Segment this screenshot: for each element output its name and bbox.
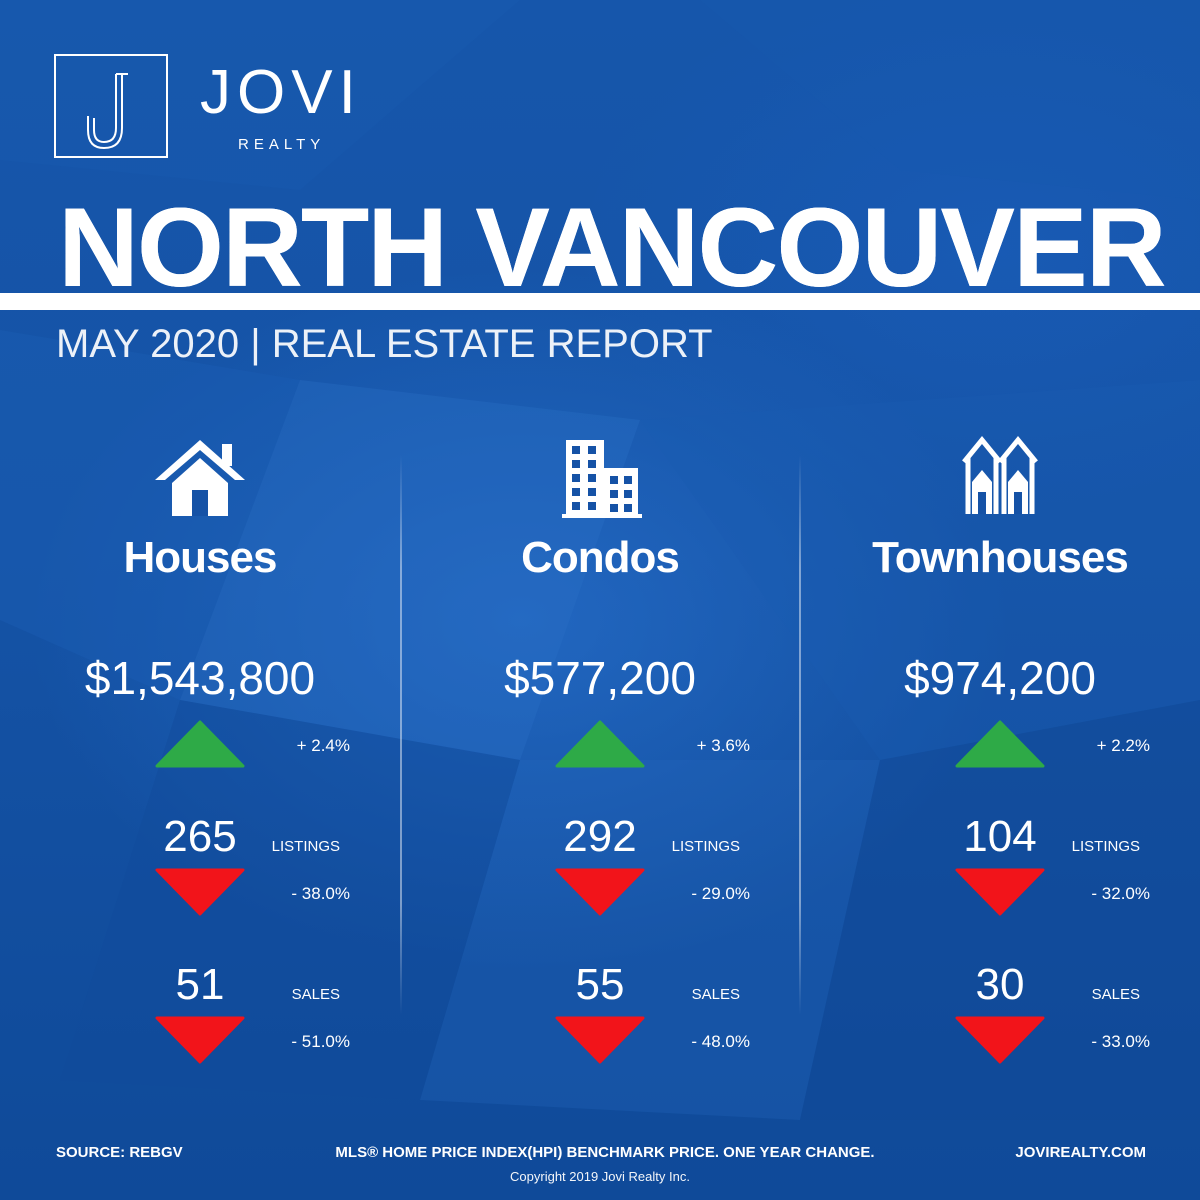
townhouses-column: Townhouses $974,200 + 2.2% 104 LISTINGS …: [800, 430, 1200, 1080]
footer-source: SOURCE: REBGV: [56, 1144, 183, 1161]
condos-price-change: + 3.6%: [696, 736, 750, 755]
condos-sales: 55: [575, 960, 625, 1009]
condos-price: $577,200: [504, 652, 696, 704]
condo-building-icon: [562, 440, 642, 518]
townhouses-listings-change: - 32.0%: [1091, 884, 1150, 903]
sales-down-arrow-icon: [155, 1016, 245, 1064]
condos-sales-label: SALES: [691, 986, 740, 1003]
price-up-arrow-icon: [155, 720, 245, 768]
houses-price: $1,543,800: [84, 652, 316, 704]
listings-down-arrow-icon: [555, 868, 645, 916]
houses-sales-change: - 51.0%: [291, 1032, 350, 1051]
townhouses-listings: 104: [963, 812, 1037, 861]
footer-copyright: Copyright 2019 Jovi Realty Inc.: [510, 1169, 690, 1184]
logo-mark: [54, 54, 168, 158]
houses-sales-label: SALES: [291, 986, 340, 1003]
townhouses-price: $974,200: [904, 652, 1096, 704]
condos-column: Condos $577,200 + 3.6% 292 LISTINGS - 29…: [400, 430, 800, 1080]
page-title: NORTH VANCOUVER: [58, 185, 1167, 310]
sales-down-arrow-icon: [555, 1016, 645, 1064]
houses-listings-change: - 38.0%: [291, 884, 350, 903]
condos-listings-label: LISTINGS: [671, 838, 740, 855]
footer-note: MLS® HOME PRICE INDEX(HPI) BENCHMARK PRI…: [335, 1144, 875, 1161]
brand-sub: REALTY: [238, 136, 326, 153]
house-icon: [155, 440, 245, 516]
houses-price-change: + 2.4%: [296, 736, 350, 755]
monogram-j-icon: [87, 73, 128, 150]
condos-listings: 292: [563, 812, 637, 861]
townhouses-price-change: + 2.2%: [1096, 736, 1150, 755]
column-divider: [400, 455, 402, 1015]
column-divider: [799, 455, 801, 1015]
sales-down-arrow-icon: [955, 1016, 1045, 1064]
condos-sales-change: - 48.0%: [691, 1032, 750, 1051]
houses-listings: 265: [163, 812, 237, 861]
condos-title: Condos: [521, 533, 680, 582]
houses-title: Houses: [123, 533, 278, 582]
footer-website-link[interactable]: JOVIREALTY.COM: [1015, 1144, 1146, 1161]
townhouses-sales: 30: [975, 960, 1025, 1009]
houses-sales: 51: [175, 960, 225, 1009]
title-underline: [0, 293, 1200, 310]
houses-column: Houses $1,543,800 + 2.4% 265 LISTINGS - …: [0, 430, 400, 1080]
townhouses-title: Townhouses: [872, 533, 1129, 582]
townhouse-icon: [962, 436, 1038, 514]
price-up-arrow-icon: [555, 720, 645, 768]
price-up-arrow-icon: [955, 720, 1045, 768]
condos-listings-change: - 29.0%: [691, 884, 750, 903]
townhouses-sales-label: SALES: [1091, 986, 1140, 1003]
brand-name: JOVI: [200, 58, 362, 127]
townhouses-listings-label: LISTINGS: [1071, 838, 1140, 855]
listings-down-arrow-icon: [155, 868, 245, 916]
townhouses-sales-change: - 33.0%: [1091, 1032, 1150, 1051]
houses-listings-label: LISTINGS: [271, 838, 340, 855]
page-subtitle: MAY 2020 | REAL ESTATE REPORT: [56, 322, 713, 366]
listings-down-arrow-icon: [955, 868, 1045, 916]
